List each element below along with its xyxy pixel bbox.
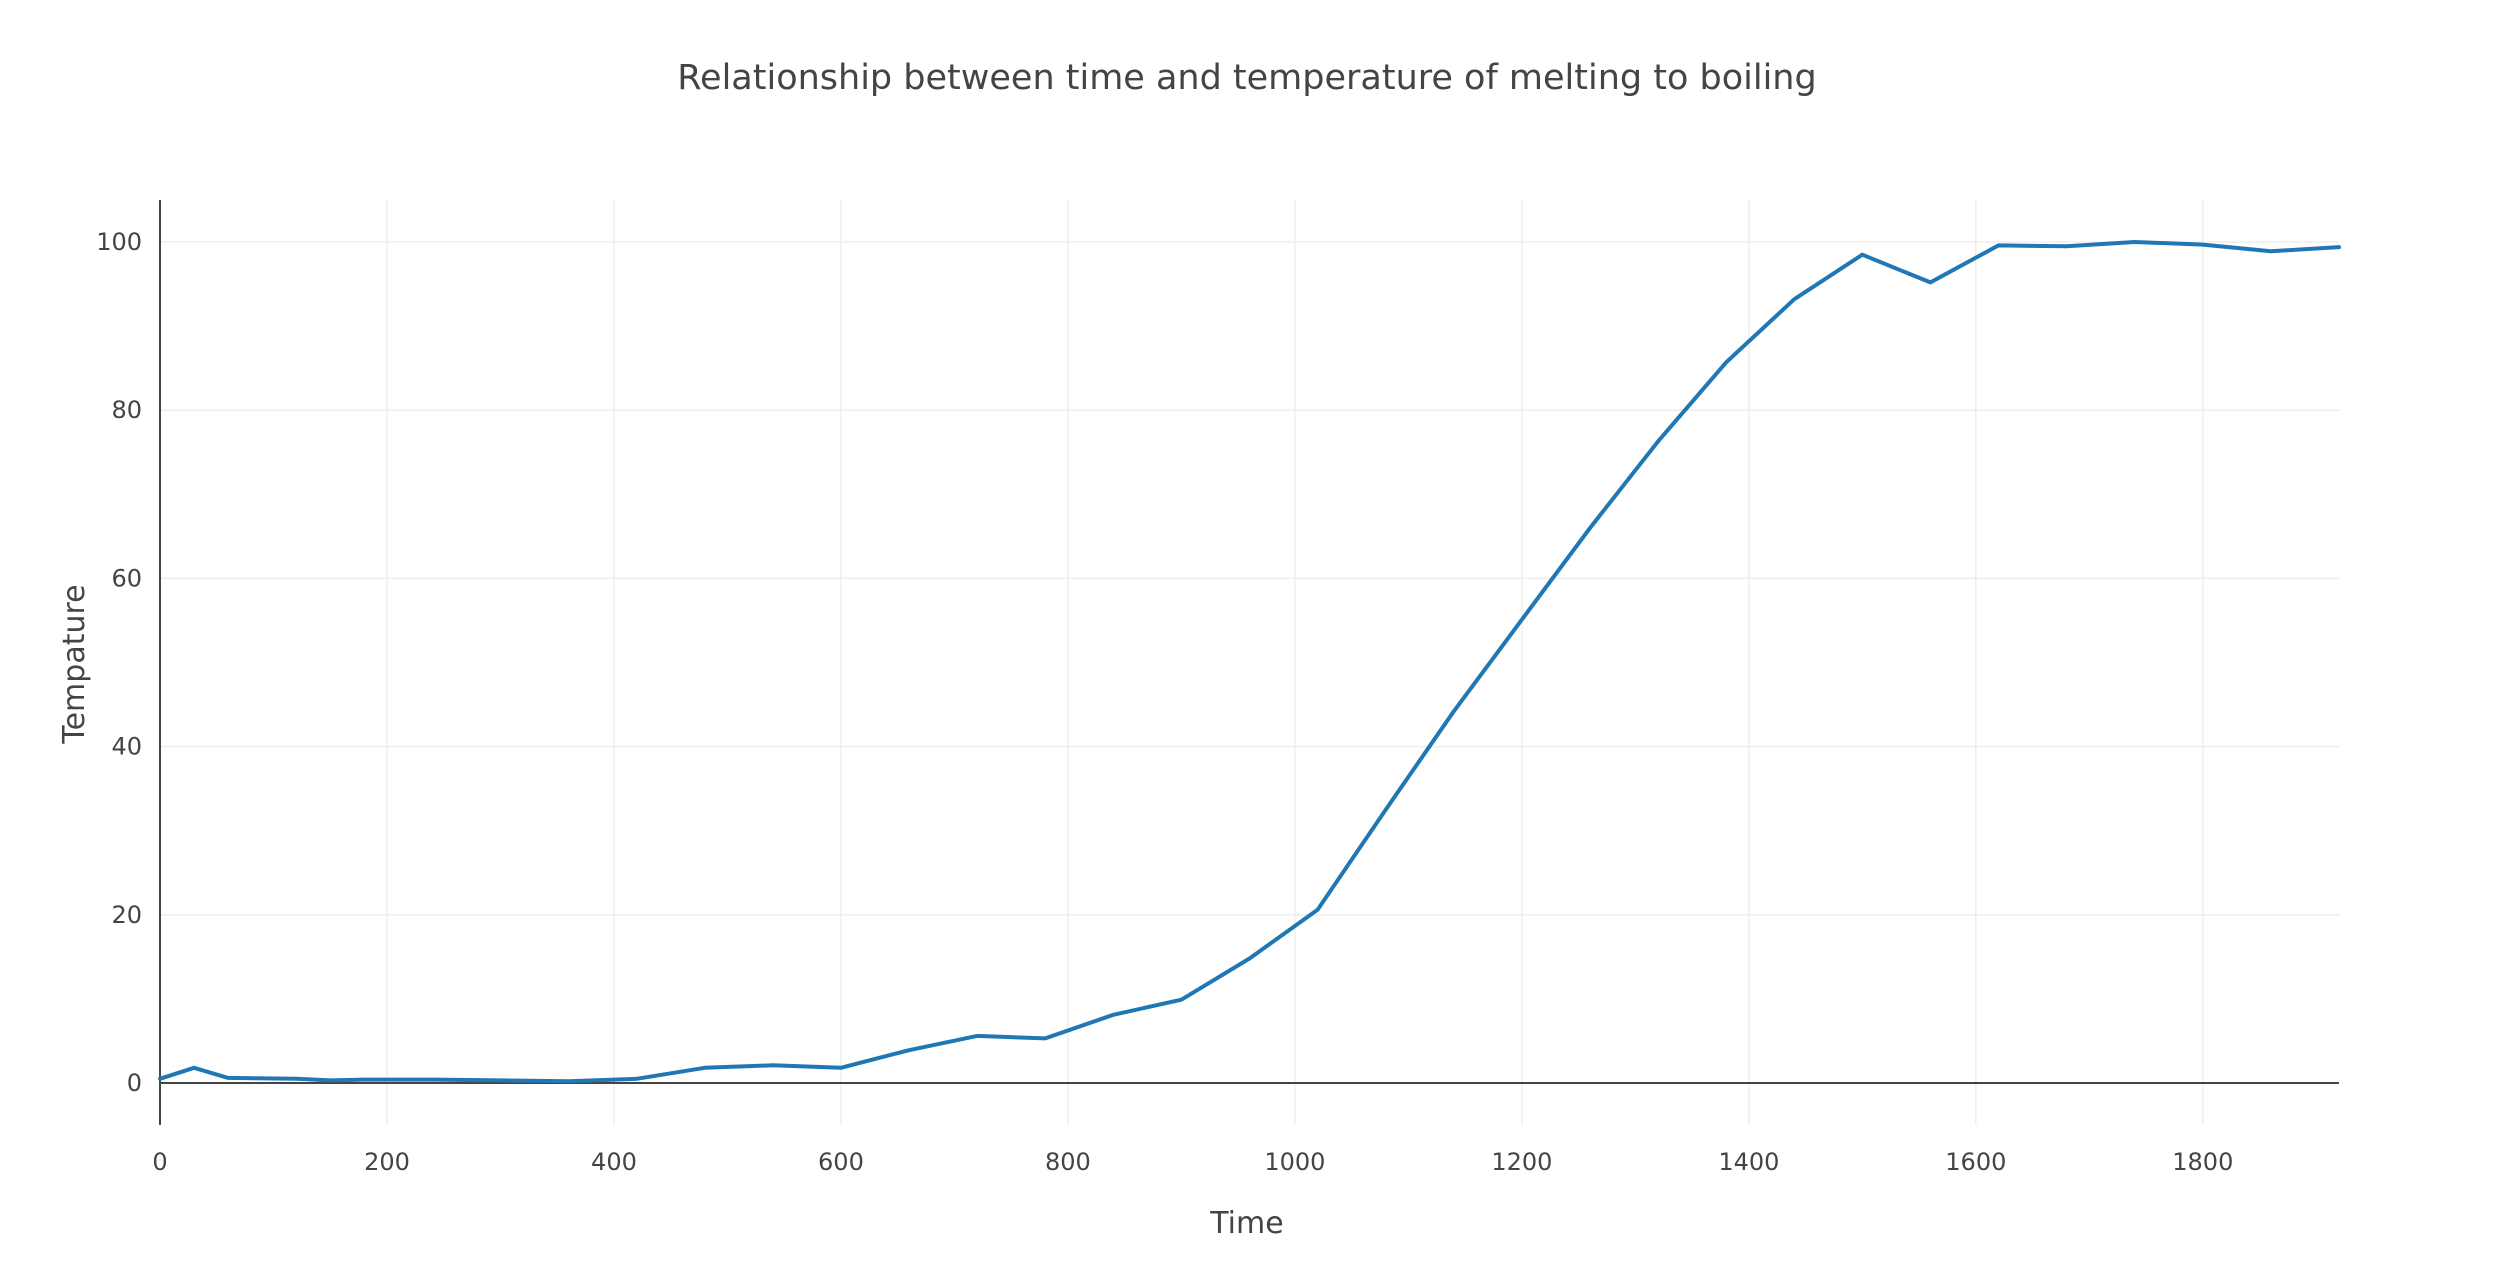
y-tick-label: 0 — [127, 1069, 142, 1097]
x-tick-label: 1000 — [1264, 1148, 1325, 1176]
series-line — [158, 240, 2341, 1084]
x-tick-label: 600 — [818, 1148, 864, 1176]
axes — [159, 200, 2339, 1125]
x-tick-label: 0 — [152, 1148, 167, 1176]
x-tick-label: 1400 — [1718, 1148, 1779, 1176]
y-tick-label: 80 — [111, 396, 142, 424]
x-tick-label: 1600 — [1945, 1148, 2006, 1176]
x-tick-label: 800 — [1045, 1148, 1091, 1176]
y-tick-label: 20 — [111, 901, 142, 929]
x-tick-label: 200 — [364, 1148, 410, 1176]
series-lines — [158, 240, 2341, 1084]
y-tick-label: 40 — [111, 733, 142, 761]
x-tick-label: 400 — [591, 1148, 637, 1176]
y-tick-label: 60 — [111, 564, 142, 592]
tick-labels: 0 200 400 600 800 1000 1200 1400 1600 1800 0 20 40 60… — [96, 228, 2233, 1176]
x-tick-label: 1200 — [1491, 1148, 1552, 1176]
x-axis-title: Time — [1209, 1206, 1283, 1241]
chart-title: Relationship between time and temperatur… — [677, 58, 1816, 98]
y-tick-label: 100 — [96, 228, 142, 256]
grid-lines — [160, 200, 2339, 1125]
y-axis-title: Tempature — [57, 584, 92, 744]
x-tick-label: 1800 — [2172, 1148, 2233, 1176]
